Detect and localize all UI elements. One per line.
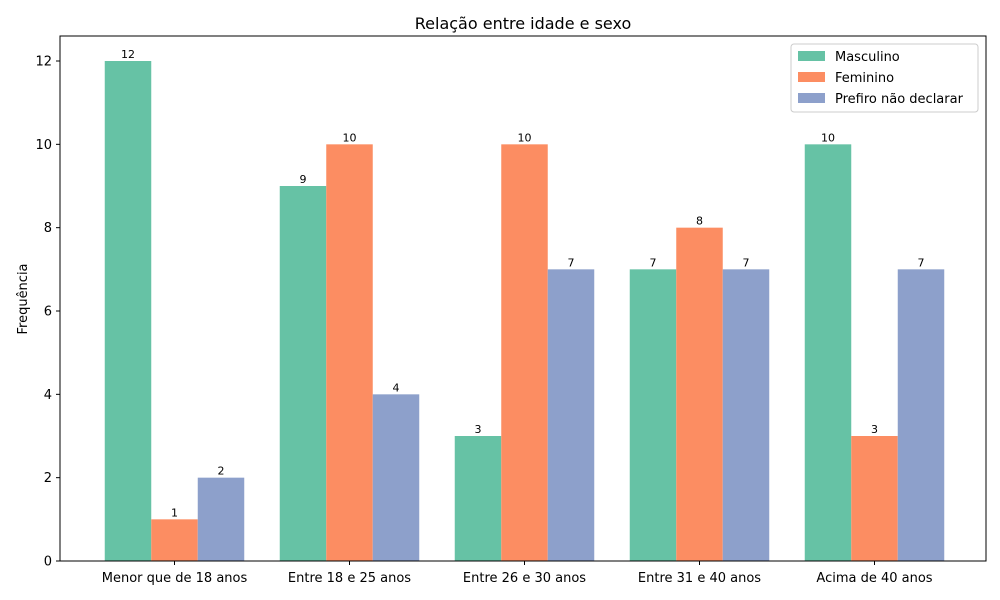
legend-entry: Prefiro não declarar [835, 92, 964, 107]
y-tick-label: 10 [35, 138, 52, 153]
x-tick-label: Entre 18 e 25 anos [288, 571, 411, 586]
x-tick-label: Menor que de 18 anos [102, 571, 248, 586]
x-tick-label: Entre 26 e 30 anos [463, 571, 586, 586]
bar [197, 477, 245, 561]
legend-entry: Feminino [835, 71, 894, 86]
legend-swatch [798, 93, 825, 103]
bar [279, 186, 327, 561]
bar [326, 144, 373, 562]
data-label: 4 [393, 381, 400, 394]
bar [897, 269, 945, 561]
bars-group [104, 61, 945, 562]
y-tick-label: 0 [44, 555, 52, 570]
y-tick-label: 12 [35, 55, 52, 70]
y-tick-label: 6 [44, 305, 52, 320]
bar [722, 269, 770, 561]
bar [372, 394, 420, 561]
bar [547, 269, 595, 561]
data-label: 7 [650, 256, 657, 269]
legend-swatch [798, 51, 825, 61]
data-label: 8 [696, 215, 703, 228]
data-label: 2 [218, 465, 225, 478]
bar [676, 227, 723, 561]
y-axis: 0 2 4 6 8 10 12 [35, 55, 60, 570]
data-label: 3 [475, 423, 482, 436]
y-tick-label: 4 [44, 388, 52, 403]
bar [629, 269, 677, 561]
data-label: 12 [121, 48, 135, 61]
x-axis: Menor que de 18 anos Entre 18 e 25 anos En… [102, 561, 933, 586]
chart-title: Relação entre idade e sexo [415, 14, 631, 33]
data-label: 10 [518, 131, 532, 144]
bar [851, 436, 898, 561]
legend-swatch [798, 72, 825, 82]
x-tick-label: Entre 31 e 40 anos [638, 571, 761, 586]
y-tick-label: 2 [44, 471, 52, 486]
data-label: 3 [871, 423, 878, 436]
legend-entry: Masculino [835, 50, 900, 65]
bar [151, 519, 198, 561]
data-label: 10 [821, 131, 835, 144]
legend-box [790, 43, 979, 113]
legend: Masculino Feminino Prefiro não declarar [790, 43, 979, 113]
data-label: 9 [300, 173, 307, 186]
data-label: 7 [743, 256, 750, 269]
data-label: 7 [568, 256, 575, 269]
y-tick-label: 8 [44, 221, 52, 236]
data-label: 1 [171, 506, 178, 519]
y-axis-label: Frequência [16, 263, 31, 334]
x-tick-label: Acima de 40 anos [816, 571, 932, 586]
plot-frame [59, 35, 987, 562]
bar [501, 144, 548, 562]
bar [454, 436, 502, 561]
bar [104, 61, 152, 561]
data-label: 7 [918, 256, 925, 269]
bar [804, 144, 852, 562]
data-label: 10 [343, 131, 357, 144]
